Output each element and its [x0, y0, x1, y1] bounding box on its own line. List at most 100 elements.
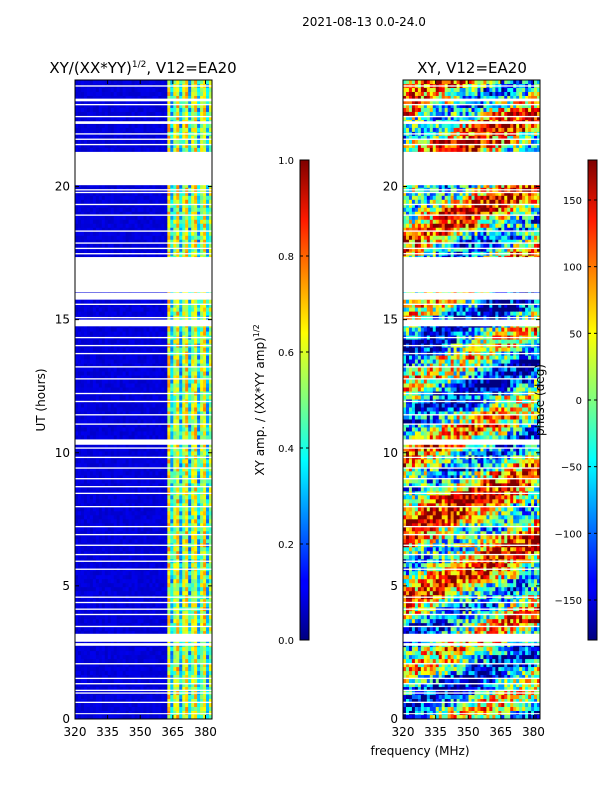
amp-heatmap-cell — [197, 135, 201, 141]
amp-heatmap-cell — [185, 435, 189, 440]
amp-heatmap-cell — [140, 103, 144, 109]
amp-heatmap-cell — [134, 103, 138, 109]
amp-heatmap-cell — [128, 191, 132, 197]
amp-heatmap-cell — [95, 107, 100, 113]
amp-heatmap-cell — [75, 487, 79, 492]
amp-heatmap-cell — [101, 395, 106, 400]
amp-heatmap-cell — [122, 459, 127, 464]
amp-heatmap-cell — [104, 507, 109, 512]
amp-heatmap-cell — [89, 135, 94, 141]
amp-heatmap-cell — [197, 435, 201, 440]
amp-heatmap-cell — [122, 479, 127, 484]
amp-heatmap-cell — [176, 327, 180, 332]
amp-heatmap-cell — [134, 387, 138, 392]
amp-heatmap-cell — [110, 327, 115, 332]
amp-heatmap-cell — [158, 99, 162, 105]
amp-heatmap-cell — [80, 195, 85, 201]
amp-heatmap-cell — [164, 387, 168, 392]
amp-heatmap-cell — [95, 427, 100, 432]
amp-heatmap-cell — [89, 91, 94, 97]
amp-heatmap-cell — [161, 239, 165, 245]
amp-heatmap-cell — [101, 419, 106, 424]
amp-heatmap-cell — [128, 331, 132, 336]
amp-heatmap-cell — [143, 203, 147, 209]
amp-heatmap-cell — [155, 91, 159, 97]
amp-heatmap-cell — [164, 507, 168, 512]
amp-heatmap-cell — [131, 451, 135, 456]
amp-heatmap-cell — [125, 487, 130, 492]
amp-heatmap-cell — [161, 80, 165, 85]
amp-heatmap-cell — [191, 331, 195, 336]
amp-heatmap-cell — [125, 80, 130, 85]
amp-heatmap-cell — [194, 227, 198, 233]
amp-heatmap-cell — [176, 203, 180, 209]
amp-heatmap-cell — [122, 99, 127, 105]
amp-heatmap-cell — [161, 207, 165, 213]
amp-heatmap-cell — [182, 463, 186, 468]
amp-heatmap-cell — [116, 427, 121, 432]
amp-heatmap-cell — [200, 347, 204, 352]
amp-heatmap-cell — [185, 459, 189, 464]
amp-heatmap-cell — [194, 139, 198, 145]
amp-heatmap-cell — [113, 359, 118, 364]
amp-heatmap-cell — [83, 387, 88, 392]
amp-heatmap-cell — [134, 403, 138, 408]
amp-heatmap-cell — [95, 80, 100, 85]
amp-heatmap-cell — [206, 471, 210, 476]
amp-heatmap-cell — [110, 451, 115, 456]
amp-heatmap-cell — [170, 231, 174, 237]
amp-heatmap-cell — [125, 135, 130, 141]
amp-heatmap-cell — [158, 215, 162, 221]
amp-heatmap-cell — [206, 507, 210, 512]
amp-heatmap-cell — [206, 419, 210, 424]
amp-heatmap-cell — [209, 87, 213, 93]
amp-heatmap-cell — [143, 199, 147, 205]
amp-heatmap-cell — [134, 471, 138, 476]
amp-heatmap-cell — [167, 495, 171, 500]
amp-heatmap-cell — [170, 195, 174, 201]
amp-heatmap-cell — [158, 347, 162, 352]
amp-heatmap-cell — [143, 215, 147, 221]
amp-heatmap-cell — [95, 379, 100, 384]
amp-heatmap-cell — [146, 471, 150, 476]
amp-heatmap-cell — [203, 387, 207, 392]
amp-heatmap-cell — [131, 239, 135, 245]
amp-heatmap-cell — [134, 451, 138, 456]
amp-heatmap-cell — [122, 223, 127, 229]
amp-heatmap-cell — [77, 355, 82, 360]
amp-heatmap-cell — [173, 479, 177, 484]
amp-heatmap-cell — [149, 463, 153, 468]
amp-heatmap-cell — [137, 215, 141, 221]
amp-heatmap-cell — [143, 103, 147, 109]
amp-heatmap-cell — [143, 111, 147, 117]
amp-heatmap-cell — [104, 495, 109, 500]
amp-heatmap-cell — [197, 379, 201, 384]
amp-heatmap-cell — [161, 103, 165, 109]
amp-heatmap-cell — [116, 507, 121, 512]
amp-heatmap-cell — [143, 195, 147, 201]
amp-heatmap-cell — [122, 463, 127, 468]
amp-heatmap-cell — [173, 331, 177, 336]
amp-heatmap-cell — [92, 331, 97, 336]
amp-heatmap-cell — [188, 495, 192, 500]
amp-heatmap-cell — [77, 223, 82, 229]
amp-heatmap-cell — [89, 195, 94, 201]
amp-heatmap-cell — [143, 147, 147, 153]
amp-heatmap-cell — [146, 207, 150, 213]
amp-heatmap-cell — [173, 299, 177, 305]
amp-heatmap-cell — [134, 499, 138, 504]
amp-heatmap-cell — [119, 435, 124, 440]
amp-heatmap-cell — [77, 327, 82, 332]
amp-heatmap-cell — [149, 331, 153, 336]
amp-heatmap-cell — [209, 195, 213, 201]
amp-heatmap-cell — [143, 87, 147, 93]
amp-heatmap-cell — [167, 80, 171, 85]
amp-heatmap-cell — [146, 111, 150, 117]
amp-heatmap-cell — [113, 247, 118, 253]
amp-heatmap-cell — [107, 371, 112, 376]
amp-heatmap-cell — [176, 231, 180, 237]
amp-title-sup: 1/2 — [132, 60, 146, 70]
amp-heatmap-cell — [92, 207, 97, 213]
amp-heatmap-cell — [176, 199, 180, 205]
amp-heatmap-cell — [113, 367, 118, 372]
